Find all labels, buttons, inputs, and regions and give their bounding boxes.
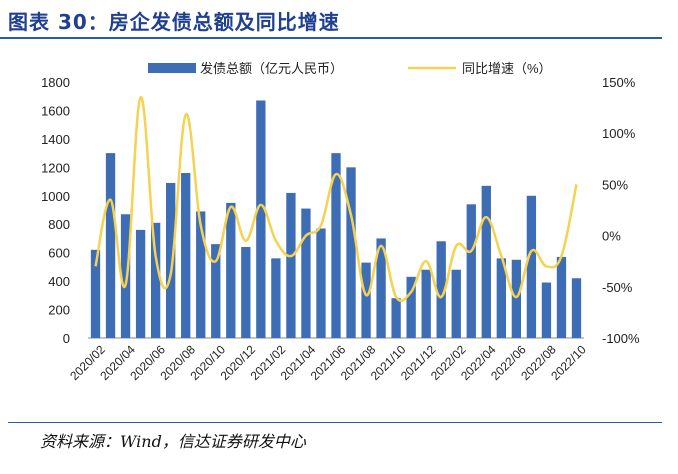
chart-title: 图表 30：房企发债总额及同比增速 (8, 10, 340, 34)
right-tick-label: -50% (602, 280, 633, 295)
bar (466, 204, 476, 338)
left-tick-label: 1400 (41, 132, 70, 147)
bar (241, 246, 251, 338)
bar (331, 153, 341, 338)
bar (135, 229, 146, 338)
right-tick-label: 150% (602, 75, 636, 90)
bar (361, 262, 371, 338)
left-tick-label: 1600 (41, 103, 70, 118)
right-tick-label: 50% (602, 177, 628, 192)
bar (166, 182, 176, 338)
bar (376, 238, 386, 338)
bar (391, 298, 401, 338)
bar (421, 269, 431, 338)
bar (496, 258, 506, 338)
left-tick-label: 1200 (41, 160, 70, 175)
bar (556, 256, 567, 338)
bar (120, 214, 131, 338)
bar (226, 202, 236, 338)
bar (271, 258, 281, 338)
bar (346, 167, 356, 338)
left-tick-label: 600 (48, 246, 70, 261)
bar (286, 192, 296, 338)
left-tick-label: 200 (48, 303, 70, 318)
bar (90, 249, 101, 338)
legend-bar-label: 发债总额（亿元人民币） (200, 61, 343, 76)
growth-line (94, 96, 578, 303)
right-tick-label: 0% (602, 229, 621, 244)
bar (451, 269, 461, 338)
bar (301, 208, 311, 338)
bar (511, 259, 522, 338)
chart: 0 200 400 600 800 1000 1200 1400 1600 1800 -100% -5… (41, 61, 640, 383)
bar (526, 195, 537, 338)
left-tick-label: 800 (48, 217, 70, 232)
title-divider (0, 37, 662, 39)
footer-divider (8, 422, 662, 423)
bar (256, 100, 266, 338)
bar (211, 244, 221, 338)
bar (196, 211, 206, 338)
bar (481, 185, 491, 338)
bar (316, 228, 326, 338)
bar (150, 222, 161, 338)
bar (571, 278, 582, 338)
source-note: 资料来源：Wind，信达证券研发中心 (40, 432, 306, 451)
bar (181, 173, 191, 338)
left-tick-label: 1800 (41, 75, 70, 90)
right-tick-label: -100% (602, 331, 640, 346)
bar (541, 282, 552, 338)
left-tick-label: 1000 (41, 189, 70, 204)
left-tick-label: 400 (48, 274, 70, 289)
bar (436, 241, 446, 338)
legend-line-label: 同比增速（%） (462, 61, 552, 76)
title-bar: 图表 30：房企发债总额及同比增速 (0, 0, 678, 40)
bar (105, 153, 116, 338)
bar (406, 276, 416, 338)
legend-bar-swatch (148, 63, 196, 73)
left-tick-label: 0 (63, 331, 70, 346)
right-tick-label: 100% (602, 126, 636, 141)
